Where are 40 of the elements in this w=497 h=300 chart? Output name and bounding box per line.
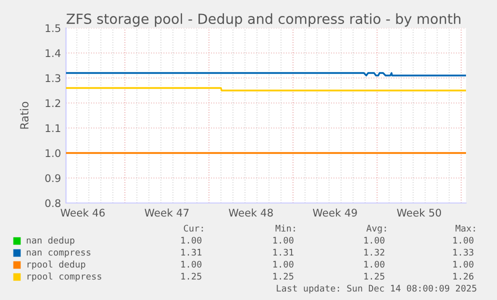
legend-label: rpool compress (28, 272, 102, 282)
text: 1.25 (181, 272, 202, 280)
text: 1.00 (181, 260, 202, 268)
text: 1.26 (453, 272, 474, 280)
text: 1.00 (453, 260, 474, 268)
text: 1.33 (453, 248, 474, 256)
y-axis-title: Ratio (20, 102, 29, 129)
text: Avg: (366, 224, 386, 234)
text: Max: (456, 224, 475, 232)
legend-label: rpool dedup (28, 260, 86, 270)
text: Cur: (184, 224, 203, 232)
chart-title: ZFS storage pool - Dedup and compress ratio - by month (66, 13, 460, 27)
text: Min: (276, 224, 295, 232)
x-tick-label: Week 50 (396, 208, 442, 217)
x-tick-label: Week 49 (312, 208, 357, 217)
y-tick-label: 1.2 (46, 99, 60, 107)
legend-label: nan dedup (26, 236, 74, 246)
y-tick-label: 1.5 (46, 24, 60, 32)
y-tick-label: 1.0 (46, 149, 60, 158)
text: 1.00 (181, 236, 202, 244)
x-tick-label: Week 46 (60, 208, 105, 217)
y-tick-label: 0.8 (45, 199, 60, 208)
text: Last update: Sun Dec 14 08:00:09 2025 (276, 284, 476, 294)
text: 1.31 (273, 248, 294, 256)
y-tick-label: 0.9 (45, 174, 60, 182)
text: 1.00 (364, 260, 384, 268)
text: 1.00 (273, 260, 294, 268)
text: 1.32 (364, 248, 384, 256)
y-tick-label: 1.1 (46, 124, 60, 132)
y-tick-label: 1.3 (46, 74, 60, 82)
text: 1.00 (273, 236, 294, 244)
x-tick-label: Week 47 (144, 208, 189, 217)
legend-label: nan compress (26, 250, 90, 258)
text: 1.25 (273, 272, 294, 280)
text: 1.25 (364, 272, 384, 280)
text: 1.00 (364, 236, 384, 244)
text: 1.00 (453, 236, 474, 244)
text: 1.31 (181, 248, 202, 256)
y-tick-label: 1.4 (46, 49, 61, 57)
x-tick-label: Week 48 (228, 208, 273, 217)
